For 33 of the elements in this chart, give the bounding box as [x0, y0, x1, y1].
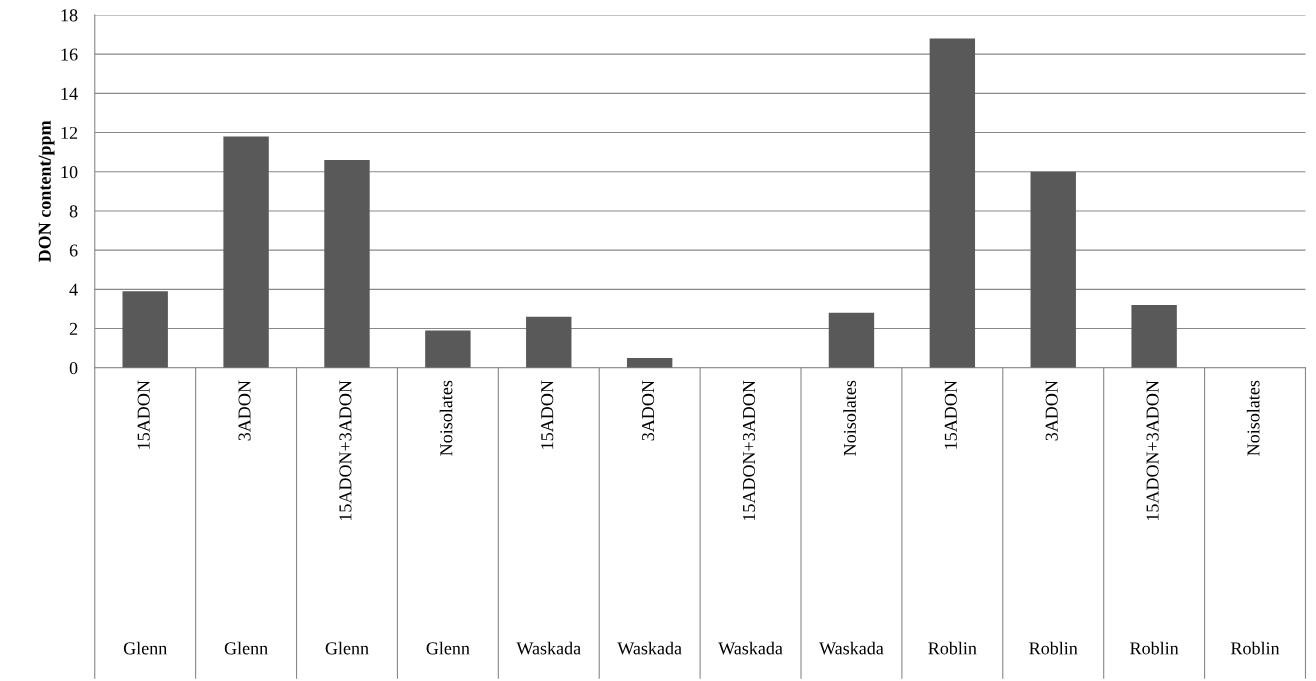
category-label: 15ADON Roblin	[928, 380, 977, 655]
bar	[122, 291, 168, 368]
y-tick-label: 0	[69, 362, 78, 375]
bar	[223, 136, 269, 368]
y-tick-label: 16	[61, 48, 78, 61]
y-tick-label: 12	[61, 126, 78, 139]
category-label: 15ADON+3ADON Waskada	[718, 380, 783, 655]
y-tick-label: 8	[69, 205, 78, 218]
y-tick-label: 14	[61, 87, 78, 100]
y-tick-label: 10	[61, 166, 78, 179]
category-label: 15ADON Glenn	[123, 380, 167, 655]
category-label: 15ADON+3ADON Roblin	[1130, 380, 1179, 655]
category-label: Noisolates Glenn	[426, 380, 470, 655]
y-tick-label: 2	[69, 322, 78, 335]
bar	[626, 357, 673, 368]
y-tick-label: 4	[69, 283, 78, 296]
bar	[526, 316, 572, 368]
bar	[1131, 305, 1177, 368]
y-axis-title: DON content/ppm	[38, 120, 55, 263]
bar	[324, 160, 370, 368]
y-tick-label: 18	[61, 9, 78, 22]
category-label: 15ADON Waskada	[516, 380, 581, 655]
category-label: 3ADON Waskada	[617, 380, 682, 655]
category-label: 3ADON Glenn	[224, 380, 268, 655]
category-label: Noisolates Waskada	[819, 380, 884, 655]
bar	[828, 312, 875, 368]
category-label: 15ADON+3ADON Glenn	[325, 380, 369, 655]
category-label: 3ADON Roblin	[1029, 380, 1078, 655]
bar	[929, 38, 976, 368]
bar	[425, 330, 471, 368]
category-label: Noisolates Roblin	[1230, 380, 1280, 655]
bar	[1030, 171, 1076, 368]
y-tick-label: 6	[69, 244, 78, 257]
